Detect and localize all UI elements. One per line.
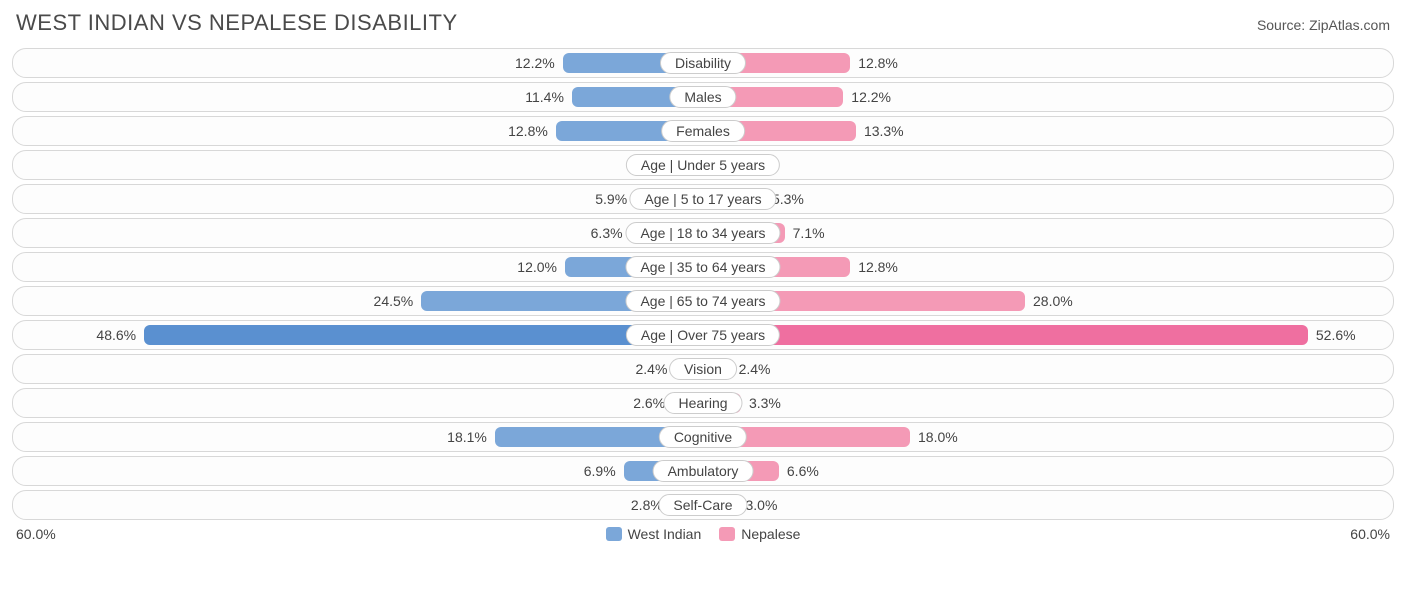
chart-row: 2.4% 2.4%Vision [12,354,1394,384]
row-category-label: Females [661,120,745,142]
row-category-label: Age | Over 75 years [626,324,780,346]
value-label-right: 52.6% [1316,321,1356,349]
value-label-left: 18.1% [447,423,487,451]
row-category-label: Cognitive [659,426,747,448]
chart-row: 11.4% 12.2% Males [12,82,1394,112]
chart-row: 12.2% 12.8% Disability [12,48,1394,78]
chart-row: 1.1%0.97%Age | Under 5 years [12,150,1394,180]
axis-max-right: 60.0% [1350,526,1390,542]
legend-item-nepalese: Nepalese [719,526,800,542]
bar-west-indian [144,325,703,345]
value-label-right: 5.3% [772,185,804,213]
value-label-left: 2.6% [633,389,665,417]
value-label-right: 3.3% [749,389,781,417]
chart-row: 24.5% 28.0% Age | 65 to 74 years [12,286,1394,316]
value-label-right: 12.8% [858,49,898,77]
legend-swatch-icon [719,527,735,541]
row-category-label: Self-Care [658,494,747,516]
chart-row: 6.3% 7.1% Age | 18 to 34 years [12,218,1394,248]
value-label-left: 5.9% [595,185,627,213]
chart-row: 6.9% 6.6% Ambulatory [12,456,1394,486]
value-label-right: 3.0% [746,491,778,519]
diverging-bar-chart: 12.2% 12.8% Disability 11.4% 12.2% Males 12.8%… [12,48,1394,520]
row-category-label: Ambulatory [653,460,754,482]
row-category-label: Males [669,86,736,108]
value-label-right: 12.8% [858,253,898,281]
chart-row: 48.6% 52.6% Age | Over 75 years [12,320,1394,350]
value-label-right: 2.4% [739,355,771,383]
row-category-label: Vision [669,358,737,380]
row-category-label: Age | Under 5 years [626,154,780,176]
legend-label: West Indian [628,526,702,542]
row-category-label: Age | 65 to 74 years [625,290,780,312]
bar-nepalese [703,325,1308,345]
legend-item-west-indian: West Indian [606,526,702,542]
row-category-label: Age | 18 to 34 years [625,222,780,244]
legend-swatch-icon [606,527,622,541]
value-label-left: 2.4% [635,355,667,383]
chart-row: 18.1% 18.0% Cognitive [12,422,1394,452]
value-label-right: 28.0% [1033,287,1073,315]
source-attribution: Source: ZipAtlas.com [1257,17,1390,33]
value-label-left: 12.8% [508,117,548,145]
chart-row: 2.6% 3.3% Hearing [12,388,1394,418]
row-category-label: Age | 5 to 17 years [629,188,776,210]
row-category-label: Age | 35 to 64 years [625,256,780,278]
axis-max-left: 60.0% [16,526,56,542]
value-label-left: 6.3% [591,219,623,247]
value-label-right: 13.3% [864,117,904,145]
row-category-label: Disability [660,52,746,74]
chart-title: WEST INDIAN VS NEPALESE DISABILITY [16,10,458,36]
chart-footer: 60.0% West Indian Nepalese 60.0% [12,526,1394,542]
row-category-label: Hearing [663,392,742,414]
value-label-left: 12.0% [517,253,557,281]
chart-row: 2.8%3.0%Self-Care [12,490,1394,520]
value-label-right: 12.2% [851,83,891,111]
chart-row: 5.9% 5.3%Age | 5 to 17 years [12,184,1394,214]
value-label-left: 12.2% [515,49,555,77]
legend: West Indian Nepalese [56,526,1351,542]
chart-row: 12.8% 13.3% Females [12,116,1394,146]
value-label-left: 11.4% [525,83,564,111]
value-label-left: 6.9% [584,457,616,485]
value-label-left: 48.6% [96,321,136,349]
legend-label: Nepalese [741,526,800,542]
value-label-right: 6.6% [787,457,819,485]
value-label-left: 24.5% [374,287,414,315]
chart-row: 12.0% 12.8% Age | 35 to 64 years [12,252,1394,282]
value-label-right: 7.1% [793,219,825,247]
value-label-right: 18.0% [918,423,958,451]
chart-container: WEST INDIAN VS NEPALESE DISABILITY Sourc… [0,0,1406,550]
header: WEST INDIAN VS NEPALESE DISABILITY Sourc… [12,10,1394,36]
